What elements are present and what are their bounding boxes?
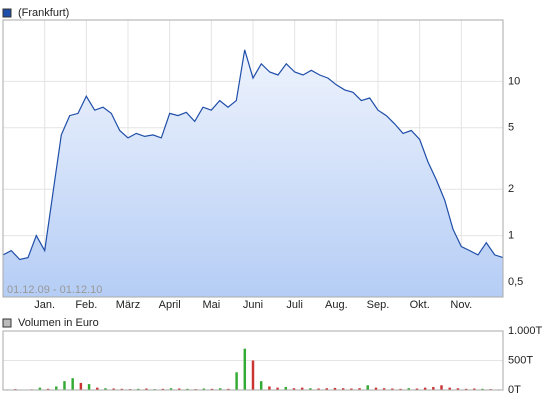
volume-bar bbox=[55, 386, 58, 390]
x-tick-label: Sep. bbox=[367, 299, 390, 311]
area bbox=[3, 49, 503, 298]
y-tick-label: 10 bbox=[508, 75, 520, 87]
x-tick-label: Aug. bbox=[325, 299, 348, 311]
volume-bar bbox=[399, 388, 402, 390]
volume-bar bbox=[440, 385, 443, 390]
volume-bar bbox=[309, 388, 312, 390]
volume-bar bbox=[137, 388, 140, 390]
x-tick-label: Jan. bbox=[34, 299, 55, 311]
volume-bar bbox=[456, 388, 460, 390]
volume-bar bbox=[186, 388, 189, 390]
line bbox=[2, 49, 504, 261]
y-tick-label: 5 bbox=[508, 122, 514, 134]
volume-bar bbox=[333, 387, 337, 390]
legend-label: (Frankfurt) bbox=[18, 7, 69, 19]
volume-bar bbox=[292, 388, 296, 390]
volume-bar bbox=[161, 388, 165, 390]
y-tick-label: 0T bbox=[508, 384, 521, 396]
x-tick-label: April bbox=[159, 299, 181, 311]
x-tick-label: Juni bbox=[243, 299, 263, 311]
volume-bar bbox=[448, 387, 451, 390]
y-tick-label: 1 bbox=[508, 230, 514, 242]
y-tick-label: 1.000T bbox=[508, 325, 543, 337]
x-tick-label: Feb. bbox=[75, 299, 97, 311]
volume-bar bbox=[464, 388, 468, 390]
legend-swatch bbox=[2, 8, 12, 18]
legend-swatch bbox=[2, 318, 12, 328]
x-tick-label: Juli bbox=[286, 299, 303, 311]
y-tick-label: 500T bbox=[508, 354, 533, 366]
y-tick-label: 2 bbox=[508, 183, 514, 195]
volume-bar bbox=[284, 387, 288, 390]
plot-frame bbox=[2, 19, 504, 298]
volume-bar bbox=[407, 388, 410, 390]
x-tick-label: Mai bbox=[202, 299, 220, 311]
volume-bar bbox=[391, 388, 394, 390]
volume-bar bbox=[317, 388, 320, 390]
volume-bar bbox=[63, 381, 66, 390]
volume-bar bbox=[120, 388, 124, 390]
volume-bar bbox=[96, 387, 99, 390]
volume-bar bbox=[104, 388, 107, 390]
volume-bar bbox=[218, 388, 222, 390]
date-range: 01.12.09 - 01.12.10 bbox=[7, 284, 102, 296]
volume-bar bbox=[341, 388, 345, 390]
volume-bar bbox=[366, 385, 369, 390]
y-tick-label: 0,5 bbox=[508, 276, 523, 288]
volume-bar bbox=[87, 384, 91, 390]
volume-bar bbox=[178, 388, 181, 390]
x-tick-label: März bbox=[116, 299, 140, 311]
volume-bar bbox=[145, 388, 148, 390]
volume-bar bbox=[350, 388, 353, 390]
volume-bar bbox=[473, 388, 476, 390]
volume-bar bbox=[382, 388, 386, 390]
volume-bar bbox=[112, 388, 115, 390]
volume-bar bbox=[325, 388, 328, 390]
volume-bar bbox=[432, 387, 435, 390]
volume-bar bbox=[276, 387, 279, 390]
volume-bar bbox=[227, 388, 230, 390]
volume-bar bbox=[374, 387, 378, 390]
volume-bar bbox=[268, 386, 271, 390]
volume-bar bbox=[46, 388, 50, 390]
volume-bar bbox=[235, 372, 238, 390]
volume-bar bbox=[202, 388, 206, 390]
volume-bar bbox=[259, 381, 263, 390]
volume-bar bbox=[481, 388, 484, 390]
x-tick-label: Nov. bbox=[450, 299, 472, 311]
volume-bar bbox=[243, 348, 247, 390]
volume-bar bbox=[38, 387, 42, 390]
volume-bar bbox=[423, 387, 427, 390]
volume-bar bbox=[71, 378, 74, 390]
volume-bar bbox=[169, 388, 173, 390]
legend-label: Volumen in Euro bbox=[18, 317, 99, 329]
volume-bar bbox=[210, 388, 214, 390]
volume-bar bbox=[79, 382, 83, 390]
plot-frame bbox=[2, 330, 504, 391]
volume-bar bbox=[415, 388, 419, 390]
x-tick-label: Okt. bbox=[410, 299, 430, 311]
volume-bar bbox=[358, 388, 361, 390]
volume-bar bbox=[251, 360, 255, 390]
volume-bar bbox=[300, 387, 304, 390]
